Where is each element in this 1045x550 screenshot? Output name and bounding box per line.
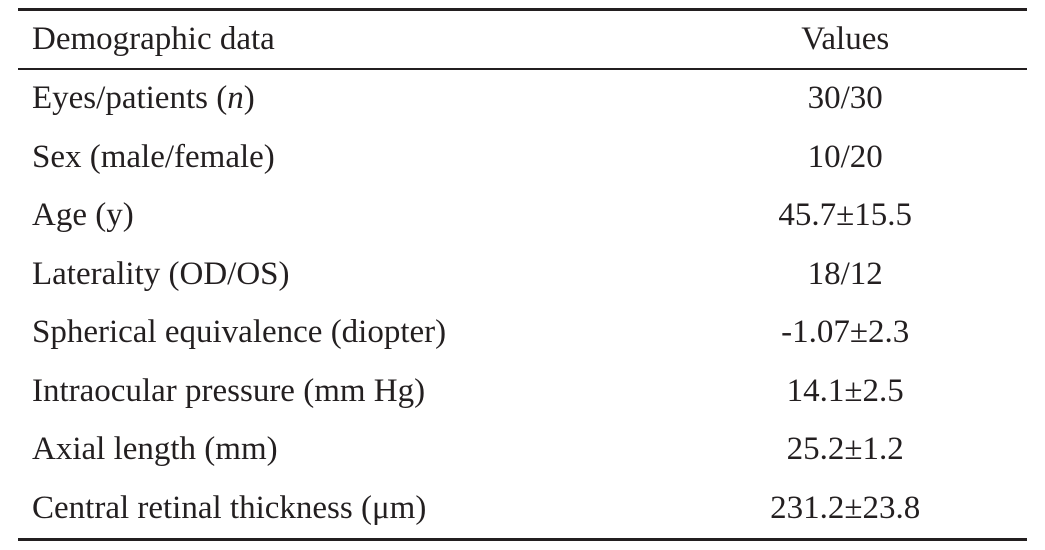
table-row: Sex (male/female) 10/20 [18,128,1027,187]
header-demographic-data: Demographic data [32,21,275,57]
row-label: Sex (male/female) [32,138,275,175]
row-label: Spherical equivalence (diopter) [32,314,447,351]
row-value: 14.1±2.5 [786,372,904,409]
table-row: Intraocular pressure (mm Hg) 14.1±2.5 [18,362,1027,421]
table: Demographic data Values [18,11,1027,68]
table-row: Central retinal thickness (μm) 231.2±23.… [18,479,1027,538]
table-row: Spherical equivalence (diopter) -1.07±2.… [18,304,1027,363]
row-label: Central retinal thickness (μm) [32,489,427,526]
table-header-rule [18,68,1027,70]
table-row: Laterality (OD/OS) 18/12 [18,245,1027,304]
row-value: 25.2±1.2 [786,431,904,468]
row-value: 18/12 [807,255,883,292]
table-header-row: Demographic data Values [18,11,1027,68]
demographic-table: Demographic data Values Eyes/patients (n… [18,8,1027,541]
table-top-rule [18,8,1027,11]
row-value: 231.2±23.8 [770,489,921,526]
row-value: 10/20 [807,138,883,175]
row-label: Eyes/patients (n) [32,80,255,117]
row-value: -1.07±2.3 [781,314,910,351]
table-body: Eyes/patients (n) 30/30 Sex (male/female… [18,70,1027,538]
header-values: Values [801,21,890,57]
row-label: Intraocular pressure (mm Hg) [32,372,426,409]
row-value: 45.7±15.5 [778,197,912,234]
row-label: Age (y) [32,197,134,234]
table-row: Axial length (mm) 25.2±1.2 [18,421,1027,480]
row-label: Axial length (mm) [32,431,278,468]
table-row: Age (y) 45.7±15.5 [18,187,1027,246]
row-label: Laterality (OD/OS) [32,255,290,292]
row-value: 30/30 [807,80,883,117]
table-bottom-rule [18,537,1027,541]
table-row: Eyes/patients (n) 30/30 [18,70,1027,129]
